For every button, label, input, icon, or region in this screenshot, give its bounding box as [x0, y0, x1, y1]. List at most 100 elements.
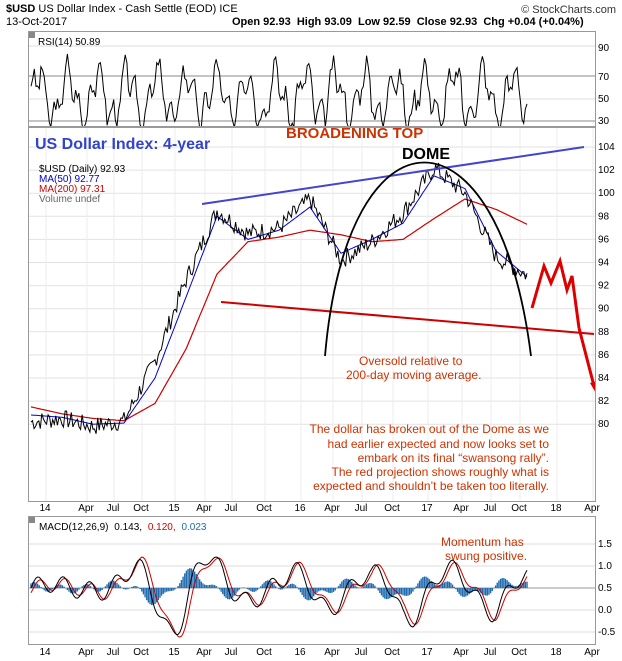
macd-axis: 1.51.00.50.0-0.5-1.0 [598, 539, 616, 638]
price-legend: $USD (Daily) 92.93 [39, 164, 126, 175]
main-note-line: The dollar has broken out of the Dome as… [310, 422, 550, 436]
rsi-line [30, 53, 528, 126]
price-grid [29, 128, 595, 501]
projection-tail [577, 327, 595, 387]
chart-title: US Dollar Index: 4-year [35, 136, 210, 153]
x-tick: Oct [256, 503, 272, 514]
open: Open 92.93 [232, 16, 291, 28]
main-note-line: had earlier expected and now looks set t… [328, 437, 550, 451]
rsi-grid [29, 45, 595, 122]
ma50-legend: MA(50) 92.77 [39, 174, 100, 185]
rsi-chart: RSI(14) 50.89 [29, 32, 595, 126]
momentum-note-1: Momentum has [441, 535, 524, 549]
price-tick: 104 [598, 142, 615, 153]
x-tick: Jul [484, 647, 497, 658]
x-tick: 14 [39, 503, 51, 514]
date: 13-Oct-2017 [6, 16, 68, 28]
x-tick: Oct [384, 503, 400, 514]
x-tick: Jul [484, 503, 497, 514]
macd-line [30, 556, 528, 636]
x-tick: 16 [294, 503, 306, 514]
macd-tick: -0.5 [598, 627, 616, 638]
x-tick: Apr [78, 647, 94, 658]
rsi-panel: RSI(14) 50.89 [28, 31, 596, 127]
x-tick: Oct [511, 503, 527, 514]
macd-legend-hist: 0.023 [181, 522, 206, 533]
x-tick: Apr [196, 647, 212, 658]
rsi-legend: RSI(14) 50.89 [38, 37, 101, 48]
rsi-tick: 30 [598, 116, 610, 127]
x-tick: 16 [294, 647, 306, 658]
volume-legend: Volume undef [39, 194, 100, 205]
x-axis-upper: 14 Apr Jul Oct 15 Apr Jul Oct 16 Apr Jul Oct 17 Apr Ju… [39, 503, 600, 514]
x-tick: Jul [225, 647, 238, 658]
price-tick: 96 [598, 234, 610, 245]
price-tick: 90 [598, 304, 610, 315]
rsi-tick: 90 [598, 43, 610, 54]
price-chart: US Dollar Index: 4-year BROADENING TOP D… [29, 128, 595, 501]
broadening-top-upper-trendline [201, 146, 585, 205]
x-tick: 18 [550, 503, 562, 514]
macd-signal-line [30, 556, 528, 638]
x-tick: 14 [39, 647, 51, 658]
dome-label: DOME [402, 146, 450, 163]
ma200-line [30, 198, 528, 422]
price-tick: 92 [598, 281, 610, 292]
macd-legend-signal: 0.120, [148, 522, 176, 533]
broadening-top-lower-trendline [220, 301, 595, 335]
x-tick: Oct [256, 647, 272, 658]
low: Low 92.59 [357, 16, 411, 28]
stockcharts-brand: © StockCharts.com [521, 4, 616, 16]
price-tick: 98 [598, 211, 610, 222]
price-line [30, 162, 528, 434]
price-tick: 82 [598, 396, 610, 407]
x-tick: Apr [584, 647, 600, 658]
x-tick: Apr [324, 503, 340, 514]
main-note-line: The red projection shows roughly what is [332, 465, 549, 479]
momentum-note-2: swung positive. [445, 549, 527, 563]
x-tick: Oct [133, 503, 149, 514]
macd-tick: 1.5 [598, 539, 612, 550]
header-line-2: 13-Oct-2017 [6, 16, 67, 28]
macd-tick: 0.5 [598, 583, 612, 594]
price-tick: 102 [598, 165, 615, 176]
x-tick: Jul [107, 503, 120, 514]
header-line-1: $USD US Dollar Index - Cash Settle (EOD)… [6, 3, 238, 15]
price-axis: 104 102 100 98 96 94 92 90 88 86 84 82 80 [598, 142, 615, 430]
x-tick: Apr [324, 647, 340, 658]
x-tick: 17 [421, 647, 433, 658]
macd-panel: MACD(12,26,9) 0.143, 0.120, 0.023 Moment… [28, 516, 596, 645]
x-axis-lower: 14 Apr Jul Oct 15 Apr Jul Oct 16 Apr Jul Oct 17 Apr Ju… [39, 647, 600, 658]
x-tick: Apr [453, 503, 469, 514]
rsi-axis: 90 70 50 30 [598, 43, 610, 127]
exchange: ICE [219, 3, 238, 15]
x-tick: Oct [133, 647, 149, 658]
instrument-name: US Dollar Index - Cash Settle (EOD) [38, 3, 217, 15]
macd-legend: MACD(12,26,9) 0.143, 0.120, 0.023 [39, 522, 207, 533]
x-tick: Apr [453, 647, 469, 658]
x-tick: Apr [196, 503, 212, 514]
change: Chg +0.04 (+0.04%) [483, 16, 584, 28]
macd-chart: MACD(12,26,9) 0.143, 0.120, 0.023 Moment… [29, 517, 595, 638]
x-tick: 15 [168, 647, 180, 658]
price-tick: 88 [598, 327, 610, 338]
macd-tick: 1.0 [598, 561, 612, 572]
x-tick: Jul [107, 647, 120, 658]
x-tick: Jul [355, 503, 368, 514]
oversold-note-1: Oversold relative to [359, 354, 463, 368]
price-tick: 84 [598, 373, 610, 384]
x-tick: Oct [384, 647, 400, 658]
main-note-line: expected and shouldn’t be taken too lite… [313, 479, 549, 493]
symbol: $USD [6, 3, 36, 15]
price-tick: 80 [598, 419, 610, 430]
close: Close 92.93 [416, 16, 478, 28]
dome-arc [324, 161, 532, 357]
price-tick: 86 [598, 350, 610, 361]
projection-path [530, 256, 581, 329]
macd-legend-value: 0.143, [114, 522, 142, 533]
x-tick: 18 [550, 647, 562, 658]
main-note-line: embark on its final “swansong rally”. [358, 451, 549, 465]
x-tick: Apr [584, 503, 600, 514]
rsi-tick: 70 [598, 72, 610, 83]
x-tick: Oct [511, 647, 527, 658]
